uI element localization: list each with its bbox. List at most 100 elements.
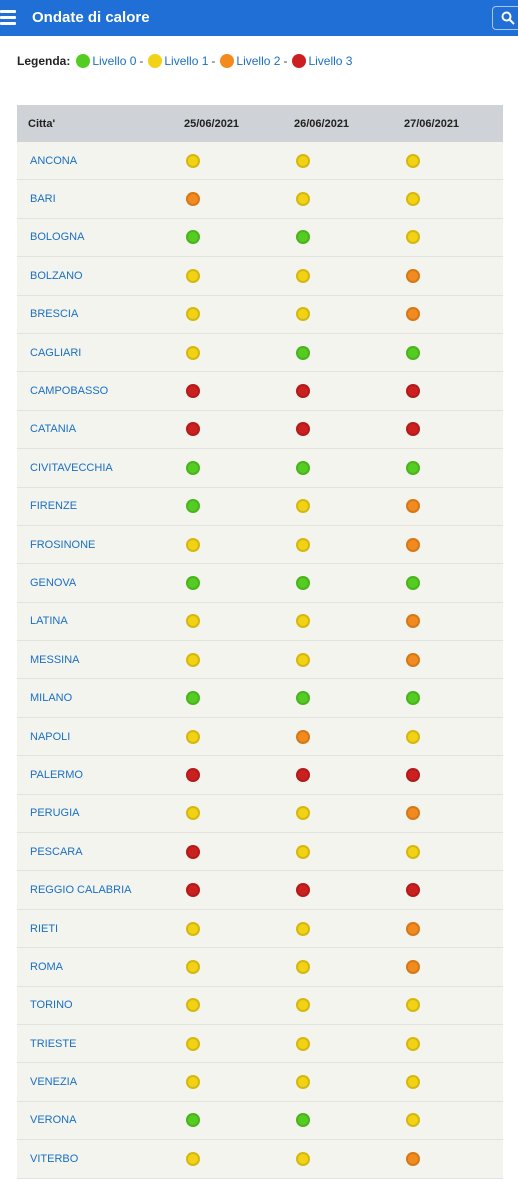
city-link[interactable]: BOLOGNA (30, 231, 85, 244)
level-cell (184, 422, 294, 437)
table-row: CATANIA (17, 410, 503, 450)
city-link[interactable]: VENEZIA (30, 1076, 78, 1089)
level-cell (404, 729, 503, 744)
level-3-dot-icon (296, 883, 310, 898)
legend: Legenda: Livello 0- Livello 1- Livello 2-L… (17, 52, 352, 70)
level-0-dot-icon (406, 345, 420, 360)
city-link[interactable]: CAMPOBASSO (30, 385, 109, 398)
level-3-dot-icon (406, 384, 420, 399)
level-cell (184, 767, 294, 782)
level-3-dot-icon (406, 883, 420, 898)
level-cell (184, 575, 294, 590)
level-cell (184, 729, 294, 744)
level-cell (184, 691, 294, 706)
level-0-dot-icon (406, 460, 420, 475)
city-link[interactable]: VERONA (30, 1114, 77, 1127)
level-cell (294, 575, 404, 590)
level-cell (404, 921, 503, 936)
city-link[interactable]: TRIESTE (30, 1037, 77, 1050)
city-link[interactable]: MESSINA (30, 653, 80, 666)
table-row: GENOVA (17, 564, 503, 603)
level-cell (184, 844, 294, 859)
table-row: BRESCIA (17, 295, 503, 334)
table-row: ROMA (17, 948, 503, 987)
level-cell (404, 230, 503, 245)
city-link[interactable]: PESCARA (30, 845, 83, 858)
city-link[interactable]: RIETI (30, 922, 59, 935)
level-cell (184, 307, 294, 322)
level-1-dot-icon (296, 268, 310, 283)
level-0-dot-icon (296, 575, 310, 590)
level-cell (184, 153, 294, 168)
level-cell (404, 691, 503, 706)
city-link[interactable]: ROMA (30, 960, 63, 973)
city-link[interactable]: MILANO (30, 692, 73, 705)
level-1-dot-icon (406, 844, 420, 859)
level-cell (294, 1151, 404, 1166)
city-link[interactable]: NAPOLI (30, 730, 71, 743)
heat-wave-table: Citta' 25/06/2021 26/06/2021 27/06/2021 … (17, 105, 503, 1179)
city-link[interactable]: FIRENZE (30, 500, 78, 513)
search-button[interactable] (492, 6, 518, 30)
level-1-dot-icon (296, 192, 310, 207)
level-cell (184, 230, 294, 245)
city-link[interactable]: TORINO (30, 999, 73, 1012)
city-link[interactable]: REGGIO CALABRIA (30, 884, 132, 897)
hamburger-menu-icon[interactable] (0, 10, 16, 26)
level-0-dot-icon (186, 1113, 200, 1128)
level-3-dot-icon (296, 767, 310, 782)
level-cell (184, 268, 294, 283)
city-link[interactable]: BRESCIA (30, 308, 79, 321)
level-cell (294, 652, 404, 667)
table-row: FIRENZE (17, 487, 503, 526)
level-2-dot-icon (406, 499, 420, 514)
level-cell (294, 537, 404, 552)
level-cell (294, 614, 404, 629)
level-2-dot-icon (406, 537, 420, 552)
city-link[interactable]: PERUGIA (30, 807, 80, 820)
level-cell (294, 959, 404, 974)
city-link[interactable]: LATINA (30, 615, 68, 628)
level-cell (294, 230, 404, 245)
table-row: MILANO (17, 679, 503, 718)
level-cell (404, 998, 503, 1013)
city-link[interactable]: PALERMO (30, 768, 83, 781)
level-cell (184, 652, 294, 667)
legend-items: Livello 0- Livello 1- Livello 2- Livello 3 (74, 54, 352, 68)
table-row: BOLZANO (17, 257, 503, 296)
level-cell (294, 345, 404, 360)
level-1-dot-icon (186, 345, 200, 360)
city-link[interactable]: CIVITAVECCHIA (30, 461, 113, 474)
level-cell (404, 345, 503, 360)
city-link[interactable]: CATANIA (30, 423, 77, 436)
level-3-dot-icon (186, 384, 200, 399)
level-1-dot-icon (296, 1036, 310, 1051)
city-link[interactable]: CAGLIARI (30, 346, 82, 359)
level-cell (294, 422, 404, 437)
city-link[interactable]: ANCONA (30, 154, 78, 167)
city-link[interactable]: BARI (30, 193, 56, 206)
level-1-dot-icon (186, 307, 200, 322)
level-2-dot-icon (406, 806, 420, 821)
city-link[interactable]: FROSINONE (30, 538, 96, 551)
level-1-dot-icon (296, 998, 310, 1013)
legend-title: Legenda: (17, 54, 71, 68)
level-cell (294, 460, 404, 475)
level-cell (404, 537, 503, 552)
level-cell (404, 422, 503, 437)
level-1-dot-icon (296, 921, 310, 936)
level-cell (294, 499, 404, 514)
level-0-dot-icon (186, 499, 200, 514)
level-1-dot-icon (406, 1113, 420, 1128)
level-cell (294, 844, 404, 859)
level-1-dot-icon (186, 729, 200, 744)
level-cell (294, 153, 404, 168)
level-1-dot-icon (186, 1036, 200, 1051)
city-link[interactable]: VITERBO (30, 1152, 79, 1165)
city-link[interactable]: GENOVA (30, 576, 77, 589)
level-cell (404, 767, 503, 782)
level-cell (184, 460, 294, 475)
level-3-dot-icon (186, 422, 200, 437)
city-link[interactable]: BOLZANO (30, 269, 83, 282)
table-row: CIVITAVECCHIA (17, 449, 503, 488)
